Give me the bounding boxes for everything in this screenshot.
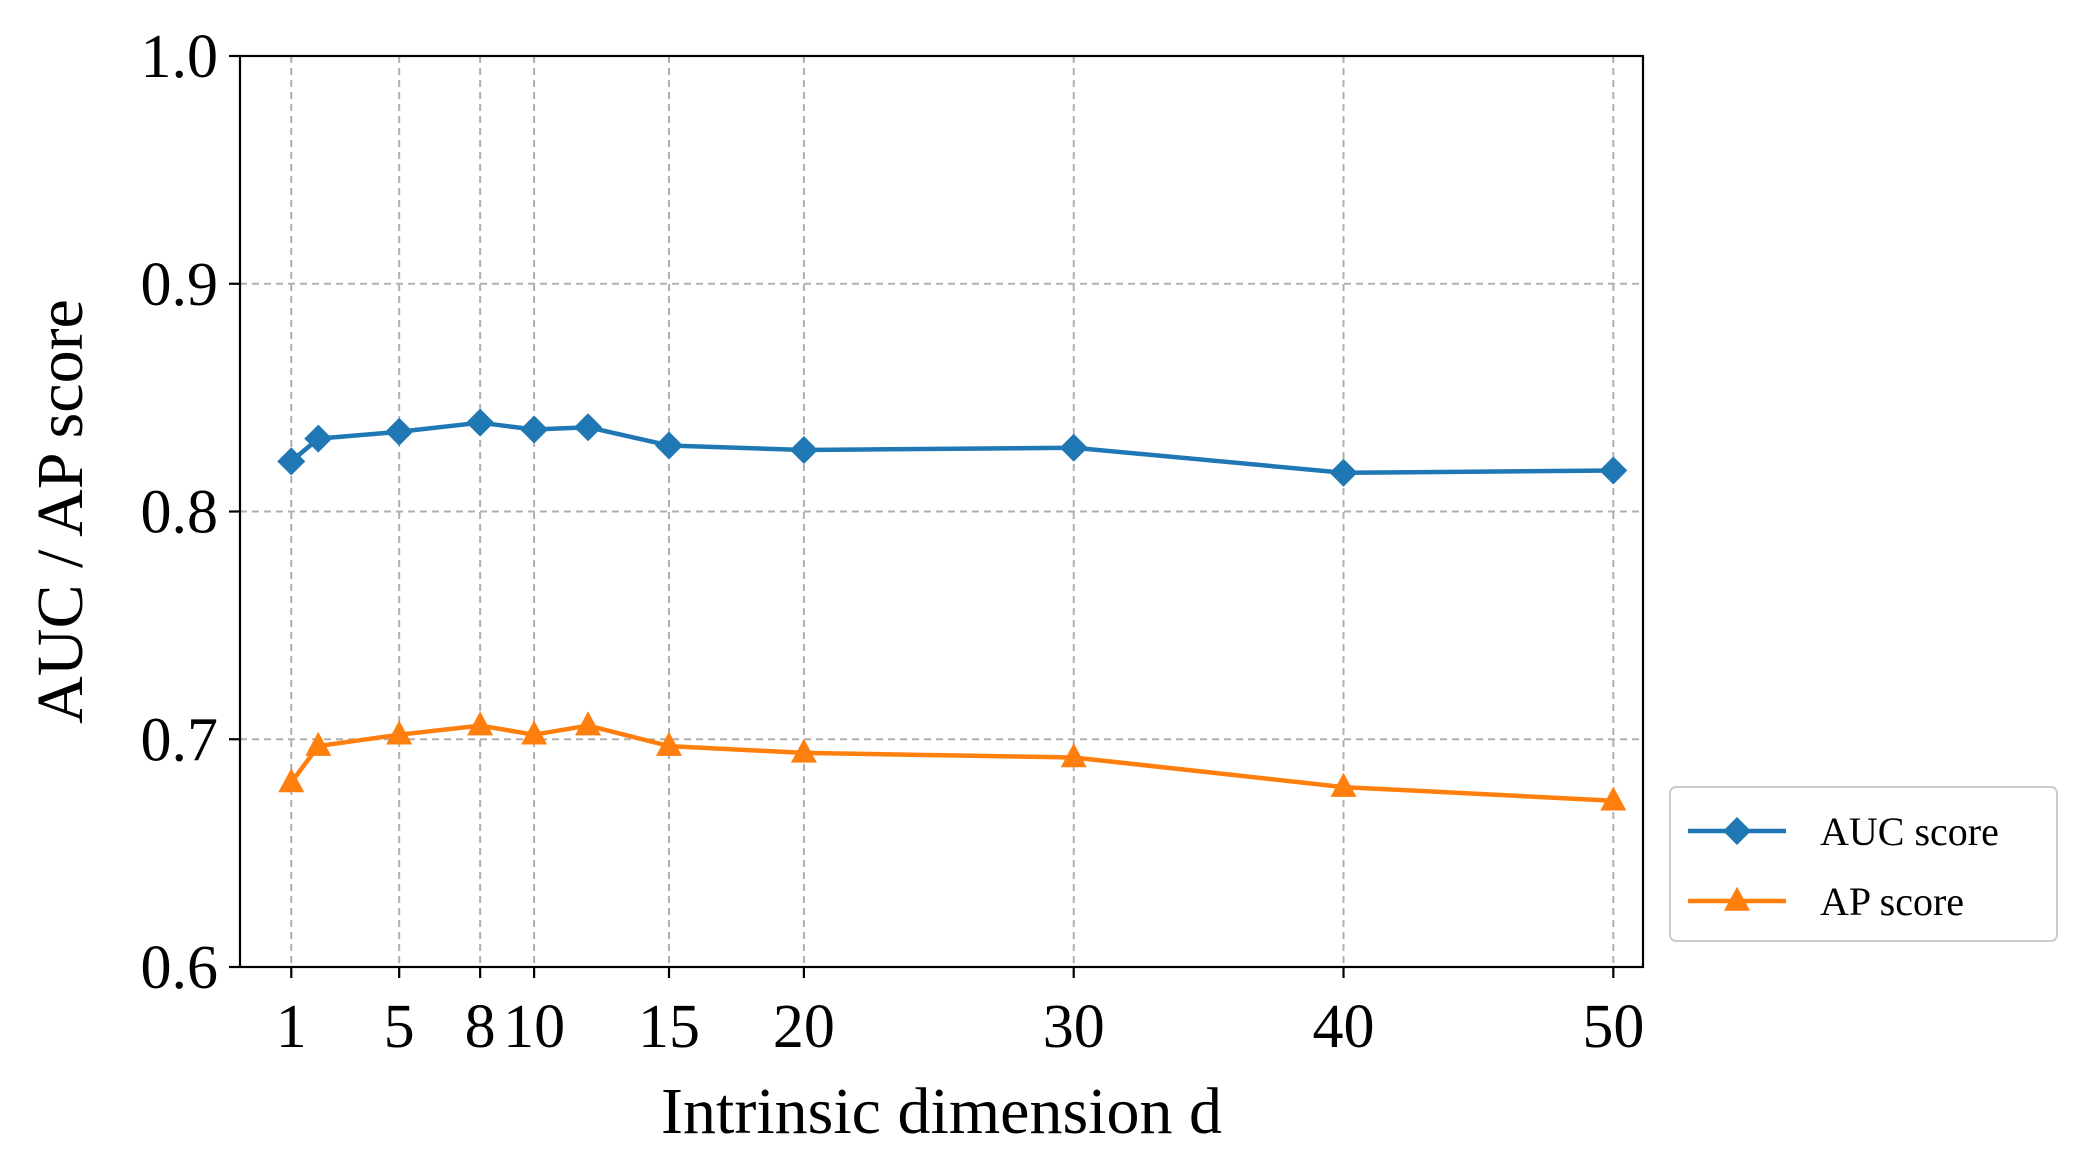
series-ap-score <box>278 711 1627 811</box>
legend-item: AP score <box>1688 879 1964 924</box>
x-tick-label: 40 <box>1313 993 1375 1061</box>
data-point <box>466 408 495 437</box>
data-point <box>1600 786 1627 811</box>
grid-lines <box>240 55 1643 968</box>
legend-item: AUC score <box>1688 809 1999 854</box>
data-point <box>520 415 549 444</box>
data-point <box>304 424 333 453</box>
legend-label: AUC score <box>1820 809 1999 854</box>
data-point <box>467 711 494 736</box>
data-point <box>1329 458 1358 487</box>
data-point <box>385 417 414 446</box>
data-point <box>1599 456 1628 485</box>
y-tick-label: 0.7 <box>141 706 219 774</box>
x-tick-label: 1 <box>276 993 307 1061</box>
data-point <box>655 731 682 756</box>
data-point <box>305 731 332 756</box>
y-tick-label: 0.9 <box>141 251 219 319</box>
series-auc-score <box>277 408 1628 487</box>
x-axis-label: Intrinsic dimension d <box>661 1075 1222 1148</box>
data-point <box>278 768 305 793</box>
data-point <box>654 431 683 460</box>
data-point <box>574 413 603 442</box>
data-point <box>789 436 818 465</box>
y-axis-label: AUC / AP score <box>24 299 97 724</box>
data-point <box>1060 743 1087 768</box>
x-tick-label: 8 <box>465 993 496 1061</box>
series-layer <box>277 408 1628 811</box>
legend-marker <box>1723 817 1751 845</box>
data-point <box>790 738 817 763</box>
legend: AUC score AP score <box>1669 786 2058 942</box>
x-tick-label: 20 <box>773 993 835 1061</box>
x-tick-label: 10 <box>503 993 565 1061</box>
data-point <box>386 720 413 745</box>
legend-label: AP score <box>1820 879 1964 924</box>
axes <box>229 54 1645 978</box>
data-point <box>1059 433 1088 462</box>
y-tick-label: 0.6 <box>141 934 219 1002</box>
data-point <box>1330 772 1357 797</box>
series-line <box>289 723 1614 803</box>
data-point <box>521 720 548 745</box>
x-tick-label: 5 <box>384 993 415 1061</box>
data-point <box>575 711 602 736</box>
data-point <box>277 447 306 476</box>
tick-labels: 1 5 8 10 15 20 30 40 500.60.70.80.91.0 <box>141 23 1645 1061</box>
x-tick-label: 15 <box>638 993 700 1061</box>
series-line <box>289 420 1614 476</box>
legend-marker <box>1724 886 1750 911</box>
y-tick-label: 1.0 <box>141 23 219 91</box>
y-tick-label: 0.8 <box>141 479 219 547</box>
x-tick-label: 50 <box>1582 993 1644 1061</box>
x-tick-label: 30 <box>1043 993 1105 1061</box>
